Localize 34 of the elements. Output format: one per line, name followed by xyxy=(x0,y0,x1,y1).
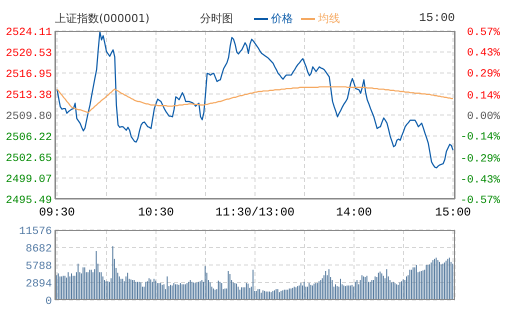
y-tick-label: 0 xyxy=(45,296,52,308)
y-tick-label: 2506.22 xyxy=(6,132,52,144)
y-tick-label: 2894 xyxy=(26,278,52,290)
y-tick-label: 5788 xyxy=(26,261,52,273)
y-tick-label: 11576 xyxy=(18,226,52,238)
y2-tick-label: -0.57% xyxy=(460,195,500,207)
y2-tick-label: 0.57% xyxy=(466,27,500,39)
text: 15:00 xyxy=(418,11,455,25)
y-tick-label: 2495.49 xyxy=(6,195,52,207)
y2-tick-label: 0.29% xyxy=(466,68,500,80)
legend-label: 价格 xyxy=(271,11,293,26)
x-tick-label: 10:30 xyxy=(138,206,174,220)
x-tick-label: 11:30/13:00 xyxy=(215,206,295,220)
y-tick-label: 2516.95 xyxy=(6,69,52,82)
y2-tick-label: 0.14% xyxy=(466,90,500,102)
y-tick-label: 2524.11 xyxy=(6,27,52,39)
y2-tick-label: -0.43% xyxy=(460,174,500,186)
y2-tick-label: 0.00% xyxy=(466,111,500,123)
y2-tick-label: -0.29% xyxy=(460,154,500,166)
line-series xyxy=(56,86,454,114)
y-tick-label: 8682 xyxy=(26,244,52,256)
y-tick-label: 2502.65 xyxy=(6,152,52,165)
y-tick-label: 2499.07 xyxy=(6,174,52,186)
legend-label: 均线 xyxy=(318,11,340,26)
y-tick-label: 2513.38 xyxy=(6,90,52,102)
y-tick-label: 2509.80 xyxy=(6,111,52,123)
x-tick-label: 14:00 xyxy=(336,206,372,220)
y-tick-label: 2520.53 xyxy=(6,48,52,60)
y2-tick-label: 0.43% xyxy=(466,48,500,60)
y2-tick-label: -0.14% xyxy=(460,132,500,144)
chart-title: 上证指数(000001) xyxy=(55,11,150,26)
x-tick-label: 09:30 xyxy=(38,206,75,220)
x-tick-label: 15:00 xyxy=(435,206,472,220)
chart-subtitle: 分时图 xyxy=(200,11,233,26)
